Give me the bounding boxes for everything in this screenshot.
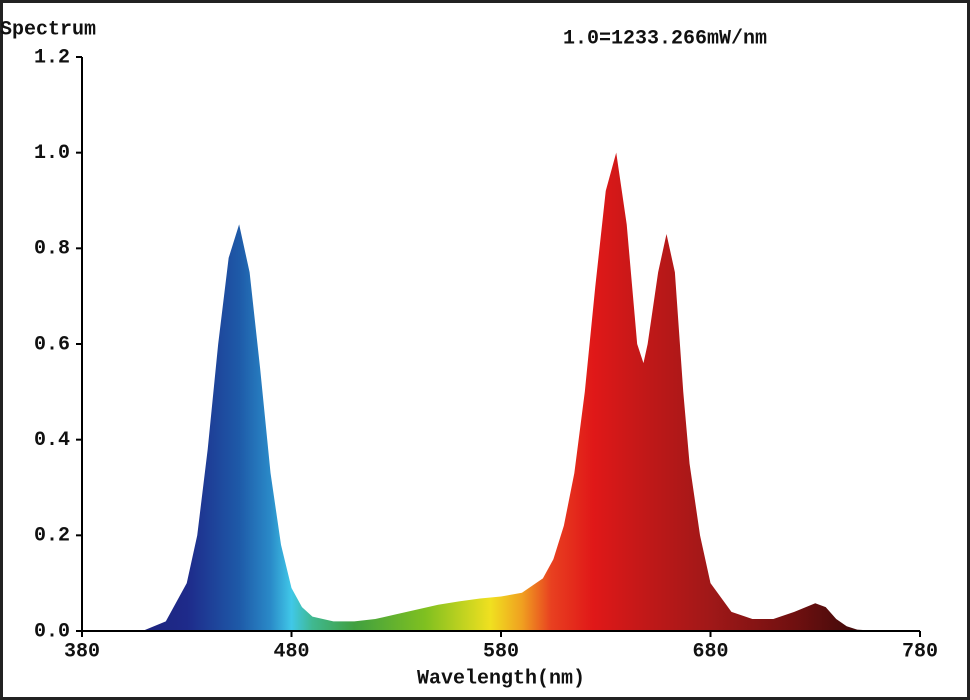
y-tick-label: 1.2	[34, 46, 70, 69]
y-axis-label: Spectrum	[0, 18, 96, 41]
spectrum-area	[82, 152, 920, 632]
x-tick-label: 680	[692, 640, 728, 663]
y-tick-label: 0.0	[34, 620, 70, 643]
annotation: 1.0=1233.266mW/nm	[563, 27, 767, 50]
x-tick-label: 380	[64, 640, 100, 663]
y-tick-label: 0.4	[34, 429, 70, 452]
x-tick-label: 480	[273, 640, 309, 663]
x-tick-label: 780	[902, 640, 938, 663]
y-tick-label: 1.0	[34, 142, 70, 165]
y-tick-label: 0.6	[34, 333, 70, 356]
x-axis-label: Wavelength(nm)	[417, 667, 585, 690]
y-tick-label: 0.8	[34, 238, 70, 261]
x-tick-label: 580	[483, 640, 519, 663]
y-tick-label: 0.2	[34, 525, 70, 548]
